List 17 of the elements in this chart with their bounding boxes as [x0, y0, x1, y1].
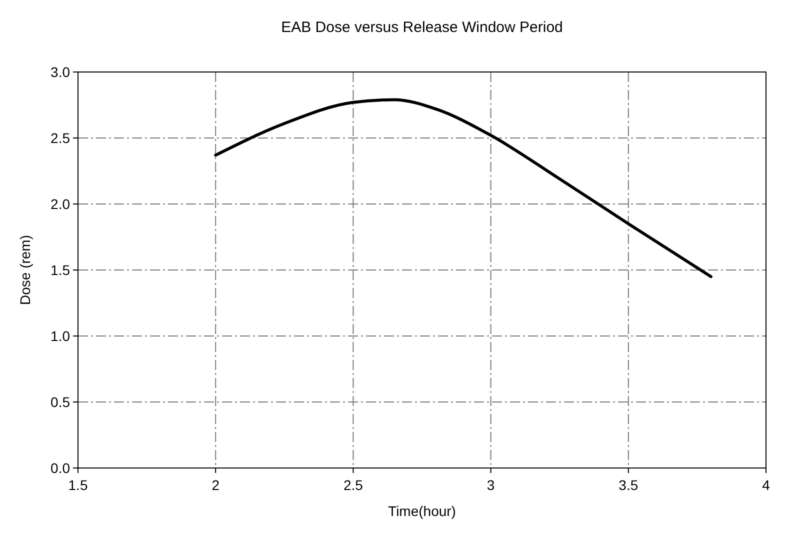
y-tick-label: 2.0 — [50, 196, 70, 212]
y-tick-label: 2.5 — [50, 130, 70, 146]
y-tick-label: 1.0 — [50, 328, 70, 344]
y-tick-label: 1.5 — [50, 262, 70, 278]
x-tick-label: 1.5 — [68, 477, 88, 493]
y-tick-label: 0.0 — [50, 460, 70, 476]
x-tick-label: 3.5 — [618, 477, 638, 493]
y-axis-title: Dose (rem) — [17, 234, 33, 306]
x-tick-label: 3 — [486, 477, 495, 493]
x-tick-label: 2 — [212, 477, 220, 493]
x-axis-title: Time(hour) — [388, 503, 456, 519]
chart-title: EAB Dose versus Release Window Period — [281, 19, 563, 36]
x-tick-label: 2.5 — [343, 477, 364, 493]
x-tick-label: 4 — [762, 477, 770, 493]
y-tick-label: 3.0 — [50, 64, 70, 80]
y-tick-label: 0.5 — [50, 394, 70, 410]
line-series — [214, 98, 712, 278]
